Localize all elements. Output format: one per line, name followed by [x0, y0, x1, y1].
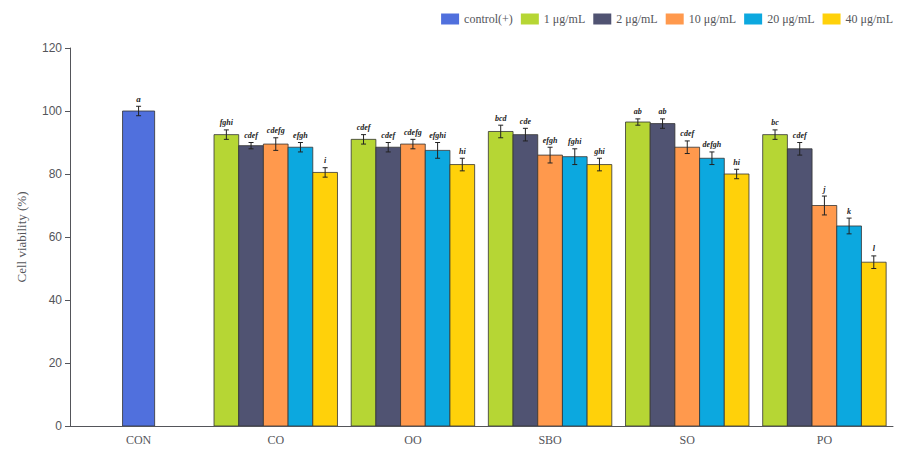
svg-text:SBO: SBO: [538, 433, 562, 447]
svg-text:OO: OO: [404, 433, 422, 447]
svg-text:100: 100: [42, 104, 62, 118]
svg-text:80: 80: [49, 167, 63, 181]
svg-text:CO: CO: [267, 433, 284, 447]
svg-text:40 μg/mL: 40 μg/mL: [846, 12, 893, 26]
svg-text:hi: hi: [459, 147, 466, 156]
svg-text:efghi: efghi: [429, 131, 447, 140]
svg-text:cdef: cdef: [680, 129, 695, 138]
svg-text:cdef: cdef: [244, 131, 259, 140]
svg-text:ab: ab: [659, 107, 667, 116]
svg-text:0: 0: [55, 419, 62, 433]
svg-text:bc: bc: [771, 118, 779, 127]
svg-text:cdef: cdef: [381, 131, 396, 140]
svg-text:j: j: [821, 185, 826, 194]
svg-text:40: 40: [49, 293, 63, 307]
svg-text:2 μg/mL: 2 μg/mL: [616, 12, 657, 26]
svg-text:CON: CON: [126, 433, 152, 447]
svg-text:defgh: defgh: [703, 140, 722, 149]
svg-text:1 μg/mL: 1 μg/mL: [544, 12, 585, 26]
svg-text:cde: cde: [520, 117, 532, 126]
svg-text:efgh: efgh: [543, 136, 558, 145]
svg-text:10 μg/mL: 10 μg/mL: [689, 12, 736, 26]
svg-text:cdef: cdef: [793, 131, 808, 140]
svg-text:i: i: [324, 156, 327, 165]
svg-text:a: a: [136, 94, 141, 104]
svg-text:hi: hi: [733, 158, 740, 167]
svg-text:fghi: fghi: [568, 137, 582, 146]
svg-text:l: l: [873, 244, 876, 253]
svg-text:120: 120: [42, 41, 62, 55]
svg-text:cdefg: cdefg: [404, 128, 422, 137]
svg-text:20 μg/mL: 20 μg/mL: [767, 12, 814, 26]
svg-text:Cell viability (%): Cell viability (%): [14, 192, 29, 283]
svg-text:SO: SO: [680, 433, 696, 447]
svg-text:fghi: fghi: [220, 118, 234, 127]
svg-text:60: 60: [49, 230, 63, 244]
svg-text:cdef: cdef: [357, 123, 372, 132]
svg-text:efgh: efgh: [293, 131, 308, 140]
svg-text:k: k: [847, 207, 851, 216]
svg-text:20: 20: [49, 356, 63, 370]
svg-text:ab: ab: [634, 107, 642, 116]
svg-text:cdefg: cdefg: [267, 126, 285, 135]
svg-text:control(+): control(+): [464, 12, 513, 26]
svg-text:ghi: ghi: [593, 147, 605, 156]
svg-text:PO: PO: [817, 433, 833, 447]
svg-text:bcd: bcd: [495, 114, 508, 123]
